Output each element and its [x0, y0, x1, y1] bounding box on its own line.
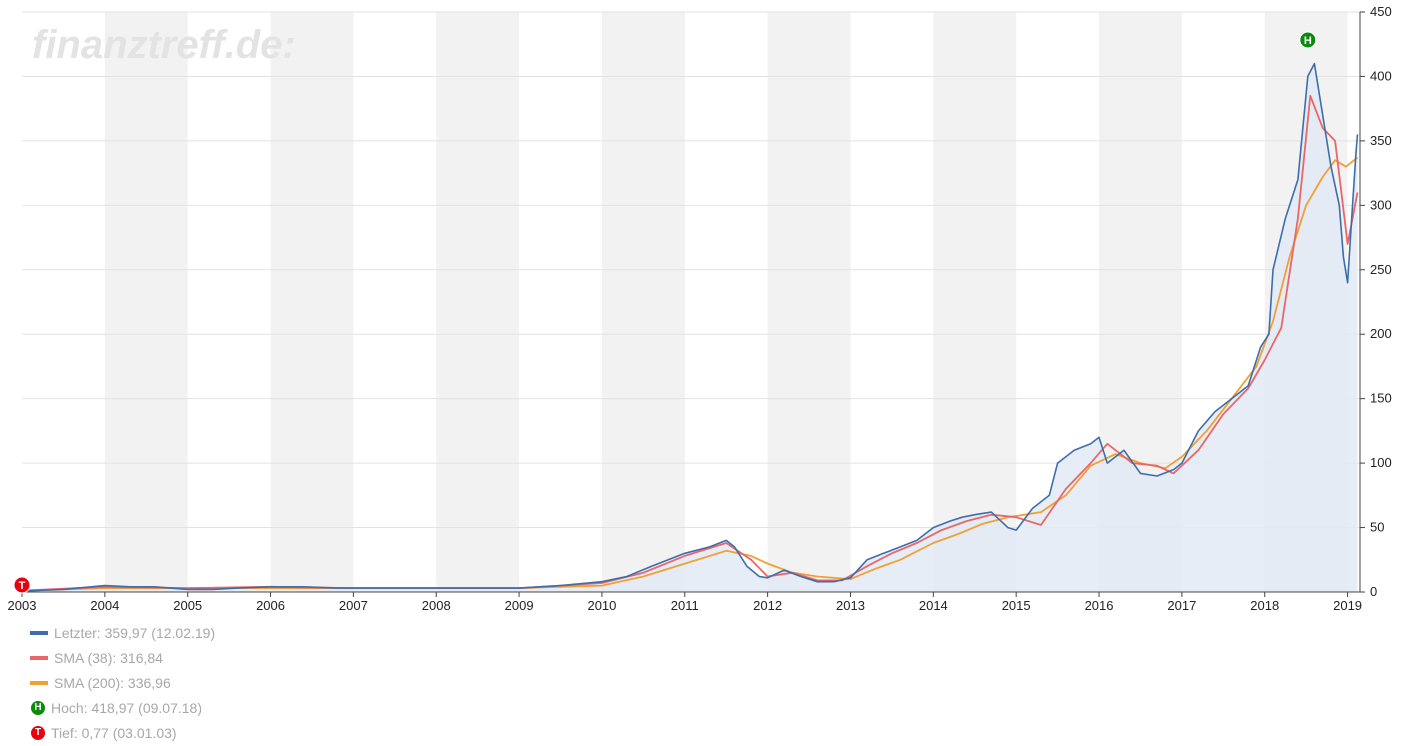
legend-label-price: Letzter: 359,97 (12.02.19) — [54, 624, 216, 641]
year-band-2004 — [104, 12, 188, 592]
x-tick-label-2017: 2017 — [1167, 598, 1196, 613]
legend-label-sma200: SMA (200): 336,96 — [54, 674, 171, 691]
x-tick-label-2019: 2019 — [1333, 598, 1362, 613]
y-tick-label-350: 350 — [1370, 133, 1392, 148]
y-tick-label-0: 0 — [1370, 584, 1377, 599]
legend-item-sma38: SMA (38): 316,84 — [30, 645, 215, 670]
x-tick-label-2004: 2004 — [90, 598, 119, 613]
low-marker-dot — [13, 576, 31, 594]
price-area — [22, 63, 1358, 593]
legend-label-low: Tief: 0,77 (03.01.03) — [51, 724, 177, 741]
legend-item-low: T Tief: 0,77 (03.01.03) — [30, 720, 215, 745]
y-tick-label-100: 100 — [1370, 455, 1392, 470]
high-marker: H — [1299, 31, 1317, 49]
high-marker-icon: H — [31, 700, 45, 715]
y-tick-label-400: 400 — [1370, 68, 1392, 83]
legend-swatch-sma200 — [30, 680, 48, 685]
low-marker: T — [13, 576, 31, 594]
x-tick-label-2008: 2008 — [422, 598, 451, 613]
price-chart: finanztreff.de: 2003 2004 2005 2006 2007 2008… — [8, 4, 1392, 613]
x-tick-label-2014: 2014 — [919, 598, 948, 613]
y-tick-label-150: 150 — [1370, 391, 1392, 406]
x-tick-label-2011: 2011 — [671, 598, 699, 613]
x-tick-label-2010: 2010 — [587, 598, 616, 613]
year-band-2010 — [601, 12, 685, 592]
legend-swatch-sma38 — [30, 655, 48, 660]
x-tick-label-2005: 2005 — [173, 598, 202, 613]
legend-swatch-price — [30, 630, 48, 635]
x-tick-label-2007: 2007 — [339, 598, 368, 613]
high-marker-letter: H — [1304, 35, 1312, 47]
x-tick-label-2015: 2015 — [1002, 598, 1031, 613]
y-tick-label-50: 50 — [1370, 520, 1384, 535]
y-tick-label-300: 300 — [1370, 197, 1392, 212]
y-tick-label-450: 450 — [1370, 4, 1392, 19]
legend-label-sma38: SMA (38): 316,84 — [54, 649, 163, 666]
y-tick-label-250: 250 — [1370, 262, 1392, 277]
year-band-2006 — [270, 12, 354, 592]
x-tick-label-2009: 2009 — [505, 598, 534, 613]
x-tick-label-2003: 2003 — [8, 598, 37, 613]
y-tick-label-200: 200 — [1370, 326, 1392, 341]
year-band-2008 — [436, 12, 520, 592]
series-line-price — [21, 62, 1359, 592]
low-marker-letter: T — [19, 580, 26, 592]
x-tick-label-2016: 2016 — [1085, 598, 1114, 613]
x-tick-label-2006: 2006 — [256, 598, 285, 613]
legend-item-sma200: SMA (200): 336,96 — [30, 670, 215, 695]
x-tick-label-2013: 2013 — [836, 598, 865, 613]
legend-item-price: Letzter: 359,97 (12.02.19) — [30, 620, 215, 645]
year-band-2014 — [933, 12, 1017, 592]
x-tick-label-2012: 2012 — [753, 598, 782, 613]
legend-label-high: Hoch: 418,97 (09.07.18) — [51, 699, 202, 716]
year-band-2012 — [767, 12, 851, 592]
high-marker-dot — [1299, 31, 1317, 49]
x-tick-label-2018: 2018 — [1250, 598, 1279, 613]
low-marker-icon: T — [31, 725, 45, 740]
watermark: finanztreff.de: — [32, 23, 296, 67]
legend-item-high: H Hoch: 418,97 (09.07.18) — [30, 695, 215, 720]
legend: Letzter: 359,97 (12.02.19) SMA (38): 316… — [30, 620, 215, 745]
